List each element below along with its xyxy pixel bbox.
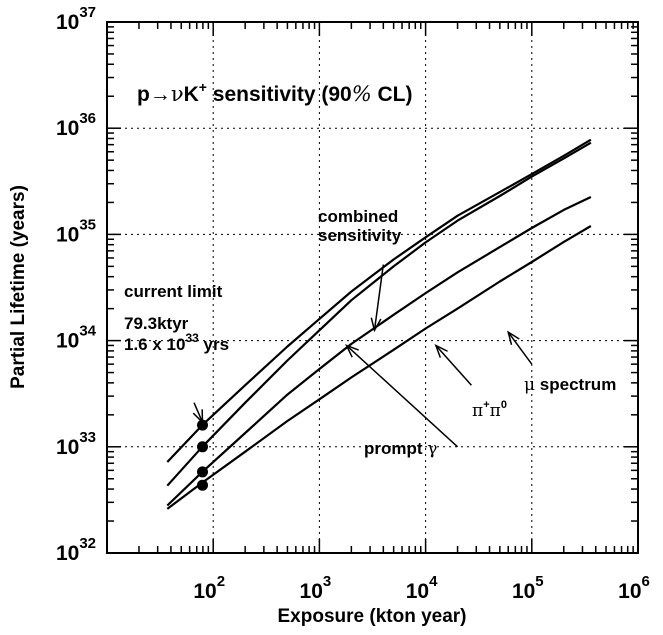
limit-points [197,419,209,491]
x-tick-label: 105 [512,573,544,603]
y-tick-label: 1035 [56,216,96,246]
series-lines [166,138,592,510]
series-line-combined-lower [166,141,592,487]
arrow-combined [370,264,385,333]
x-tick-labels: 102 103 104 105 106 [193,573,650,603]
label-current-limit: current limit [124,282,223,301]
label-pi-pi0: π+π0 [472,399,507,421]
x-tick-label: 102 [193,573,225,603]
y-tick-label: 1037 [56,4,96,34]
grid [107,22,638,553]
y-tick-label: 1036 [56,110,96,140]
limit-point [197,441,209,453]
arrow-mu [507,330,533,365]
x-axis-title: Exposure (kton year) [278,606,467,627]
label-sensitivity: sensitivity [318,226,402,245]
series-line-pi-pi0 [166,196,592,507]
limit-point [197,466,209,478]
arrow-current-limit [192,402,204,425]
label-exposure-value: 79.3ktyr [124,314,189,333]
label-limit-value: 1.6 x 1033 yrs [124,331,229,354]
label-mu-spectrum: μ spectrum [524,375,616,395]
arrow-prompt [345,344,459,448]
x-tick-label: 104 [406,573,438,603]
limit-point [197,479,209,491]
chart-title: p→νK+ sensitivity (90% CL) [137,79,413,106]
x-tick-label: 106 [618,573,650,603]
x-tick-label: 103 [300,573,332,603]
y-tick-label: 1034 [56,323,97,353]
arrow-pipi0 [434,343,472,386]
annotation-arrows [192,264,533,448]
y-tick-labels: 1032 1033 1034 1035 1036 1037 [56,4,97,565]
y-axis-title: Partial Lifetime (years) [8,185,29,389]
y-tick-label: 1033 [56,429,96,459]
label-combined: combined [318,207,398,226]
axis-ticks [106,22,638,554]
series-line-combined-upper [166,138,592,463]
label-prompt-gamma: prompt γ [364,439,437,459]
y-tick-label: 1032 [56,535,96,565]
limit-point [197,419,209,431]
plot-frame [106,21,639,554]
series-line-mu-spectrum [166,225,592,510]
